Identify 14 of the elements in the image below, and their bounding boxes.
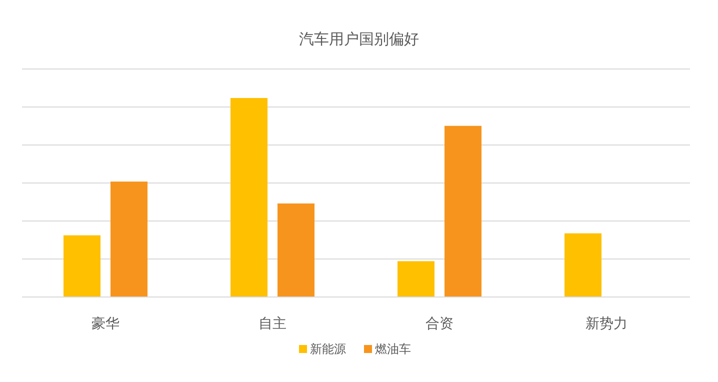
x-tick-label: 自主 (258, 316, 286, 332)
bar (444, 126, 482, 297)
bar (398, 261, 434, 297)
x-tick-label: 新势力 (586, 316, 628, 332)
x-tick-label: 合资 (426, 316, 454, 332)
bar (110, 182, 148, 297)
bar (564, 233, 602, 297)
bar (64, 235, 100, 297)
chart-title: 汽车用户国别偏好 (299, 30, 419, 48)
x-tick-label: 豪华 (92, 316, 120, 332)
legend-label: 燃油车 (375, 342, 411, 356)
legend-label: 新能源 (310, 342, 346, 356)
bar (230, 98, 268, 297)
bar (278, 203, 314, 297)
